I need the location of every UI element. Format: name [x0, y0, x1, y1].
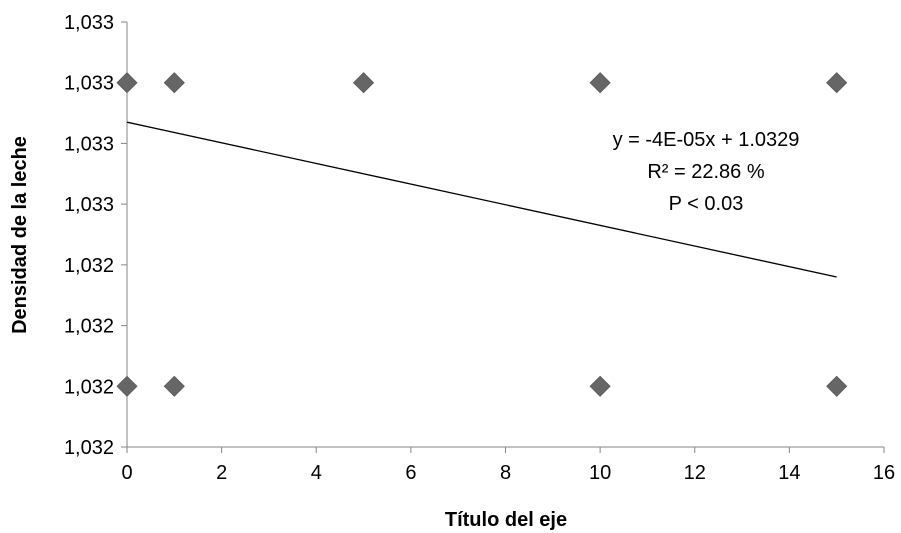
data-point: [826, 72, 848, 94]
y-tick-label: 1,033: [64, 194, 114, 216]
y-tick-label: 1,033: [64, 73, 114, 95]
data-point: [163, 72, 185, 94]
trendline: [126, 121, 837, 278]
x-tick-label: 0: [121, 462, 132, 484]
p-value-label: P < 0.03: [669, 193, 744, 215]
x-tick-label: 14: [778, 462, 800, 484]
data-point: [116, 72, 138, 94]
x-tick-label: 8: [500, 462, 511, 484]
equation-label: y = -4E-05x + 1.0329: [613, 129, 800, 151]
trendline-group: [126, 121, 837, 278]
data-point: [589, 72, 611, 94]
data-point: [589, 375, 611, 397]
x-axis-title: Título del eje: [445, 509, 567, 531]
y-tick-label: 1,032: [64, 376, 114, 398]
x-tick-label: 10: [589, 462, 611, 484]
x-tick-label: 16: [873, 462, 895, 484]
y-tick-label: 1,032: [64, 437, 114, 459]
data-point: [352, 72, 375, 94]
data-point: [116, 375, 138, 397]
y-tick-label: 1,033: [64, 133, 114, 155]
x-tick-label: 4: [311, 462, 322, 484]
data-point: [826, 375, 848, 397]
axes: [126, 22, 884, 448]
x-tick-label: 12: [684, 462, 706, 484]
data-points: [116, 72, 848, 397]
x-tick-label: 6: [405, 462, 416, 484]
y-tick-label: 1,032: [64, 316, 114, 338]
r-squared-label: R² = 22.86 %: [647, 161, 765, 183]
y-tick-label: 1,032: [64, 255, 114, 277]
y-axis-title: Densidad de la leche: [9, 136, 31, 334]
y-tick-label: 1,033: [64, 12, 114, 34]
data-point: [163, 375, 185, 397]
y-axis-ticks: 1,032 1,032 1,032 1,032 1,033 1,033 1,033 1,033: [64, 12, 127, 459]
x-axis-ticks: 0 2 4 6 8 10 12 14 16: [121, 447, 895, 484]
x-tick-label: 2: [216, 462, 227, 484]
